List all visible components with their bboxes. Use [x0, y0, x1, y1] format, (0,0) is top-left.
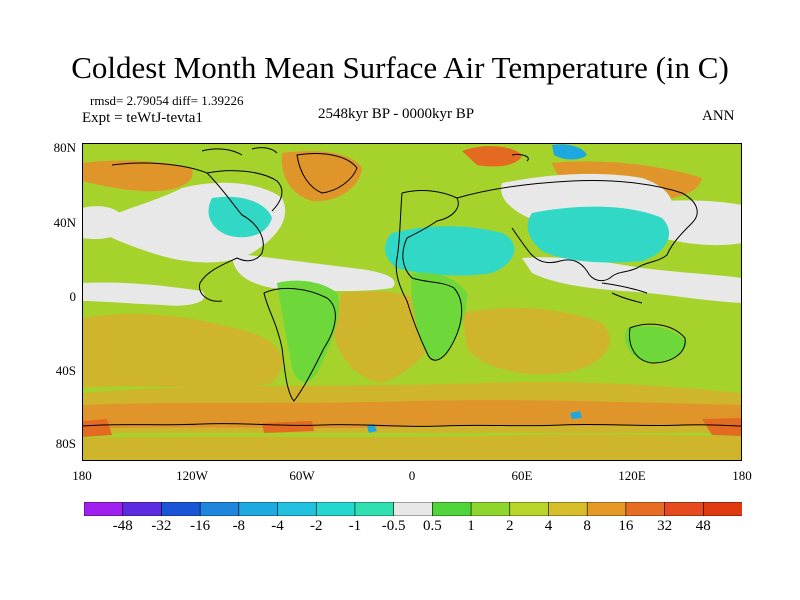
colorbar-swatch	[548, 502, 588, 516]
colorbar-level-label: 4	[544, 518, 553, 534]
colorbar-swatch	[664, 502, 705, 516]
australia-region	[625, 326, 687, 363]
lon-label-120w: 120W	[176, 468, 208, 483]
colorbar-swatch	[238, 502, 279, 516]
colorbar-level-label: 2	[506, 518, 514, 534]
pacific-neutral-band	[82, 282, 205, 306]
map-frame	[82, 143, 742, 461]
colorbar-level-label: 16	[618, 518, 634, 534]
experiment-label: Expt = teWtJ-tevta1	[82, 110, 203, 126]
colorbar	[84, 502, 742, 516]
atlantic-neutral-band	[232, 253, 395, 292]
south-ocean-hot-band	[82, 400, 742, 429]
south-pacific-warm-region	[82, 313, 283, 388]
lat-label-40s: 40S	[55, 363, 76, 378]
lon-label-180w: 180	[72, 468, 92, 483]
sahara-cool-region	[385, 226, 515, 276]
lon-label-120e: 120E	[618, 468, 646, 483]
lon-label-0: 0	[408, 468, 416, 483]
colorbar-swatch	[354, 502, 395, 516]
colorbar-swatch	[122, 502, 163, 516]
lon-label-60w: 60W	[289, 468, 315, 483]
figure-title: Coldest Month Mean Surface Air Temperatu…	[71, 50, 729, 85]
colorbar-level-label: -48	[112, 518, 133, 534]
lon-label-60e: 60E	[511, 468, 533, 483]
colorbar-swatch	[277, 502, 318, 516]
coast-antarctica	[82, 423, 742, 427]
colorbar-swatch	[393, 502, 434, 516]
coast-australia	[628, 323, 686, 364]
coast-arctic-islands	[201, 147, 529, 162]
colorbar-level-label: -32	[151, 518, 172, 534]
stats-label: rmsd= 2.79054 diff= 1.39226	[90, 93, 244, 108]
west-pacific-neutral-patch	[82, 206, 127, 240]
colorbar-level-label: 0.5	[422, 518, 442, 534]
lat-label-0: 0	[69, 289, 77, 304]
coast-indonesia	[601, 282, 648, 304]
colorbar-level-label: -0.5	[381, 518, 406, 534]
tropical-neutral-band	[522, 257, 742, 303]
colorbar-swatch	[199, 502, 240, 516]
colorbar-level-label: -1	[348, 518, 362, 534]
lat-label-40n: 40N	[53, 215, 76, 230]
south-america-region	[277, 280, 340, 383]
period-label: 2548kyr BP - 0000kyr BP	[318, 106, 475, 122]
colorbar-level-label: 1	[467, 518, 475, 534]
arctic-cold-spot	[552, 144, 587, 160]
colorbar-level-label: -2	[309, 518, 323, 534]
lon-label-180e: 180	[732, 468, 752, 483]
coast-south-america	[263, 288, 336, 402]
colorbar-level-label: -4	[271, 518, 284, 534]
colorbar-swatch	[702, 502, 742, 516]
coast-north-america	[111, 162, 283, 302]
asia-cool-region	[527, 206, 670, 263]
coast-asia	[456, 180, 698, 282]
africa-region	[411, 272, 467, 360]
colorbar-swatch	[509, 502, 550, 516]
lat-label-80s: 80S	[55, 436, 76, 451]
colorbar-swatch	[625, 502, 666, 516]
season-label: ANN	[702, 108, 735, 124]
colorbar-swatch	[161, 502, 201, 516]
coastlines	[82, 147, 742, 427]
colorbar-level-label: -16	[190, 518, 211, 534]
coast-greenland	[296, 153, 358, 194]
alaska-warm-region	[82, 160, 193, 192]
colorbar-swatch	[470, 502, 511, 516]
temperature-map	[82, 143, 742, 461]
indian-ocean-warm-region	[462, 307, 610, 375]
colorbar-level-label: 8	[583, 518, 591, 534]
antarctic-warm-band	[82, 434, 742, 461]
barents-hot-region	[462, 146, 522, 167]
coast-europe-africa	[395, 190, 463, 361]
colorbar-level-label: 48	[695, 518, 711, 534]
lat-label-80n: 80N	[53, 140, 76, 155]
colorbar-swatch	[84, 502, 124, 516]
colorbar-swatch	[586, 502, 627, 516]
colorbar-level-label: 32	[657, 518, 673, 534]
colorbar-swatch	[432, 502, 472, 516]
greenland-warm-region	[281, 151, 362, 202]
colorbar-swatch	[315, 502, 356, 516]
colorbar-level-label: -8	[232, 518, 246, 534]
